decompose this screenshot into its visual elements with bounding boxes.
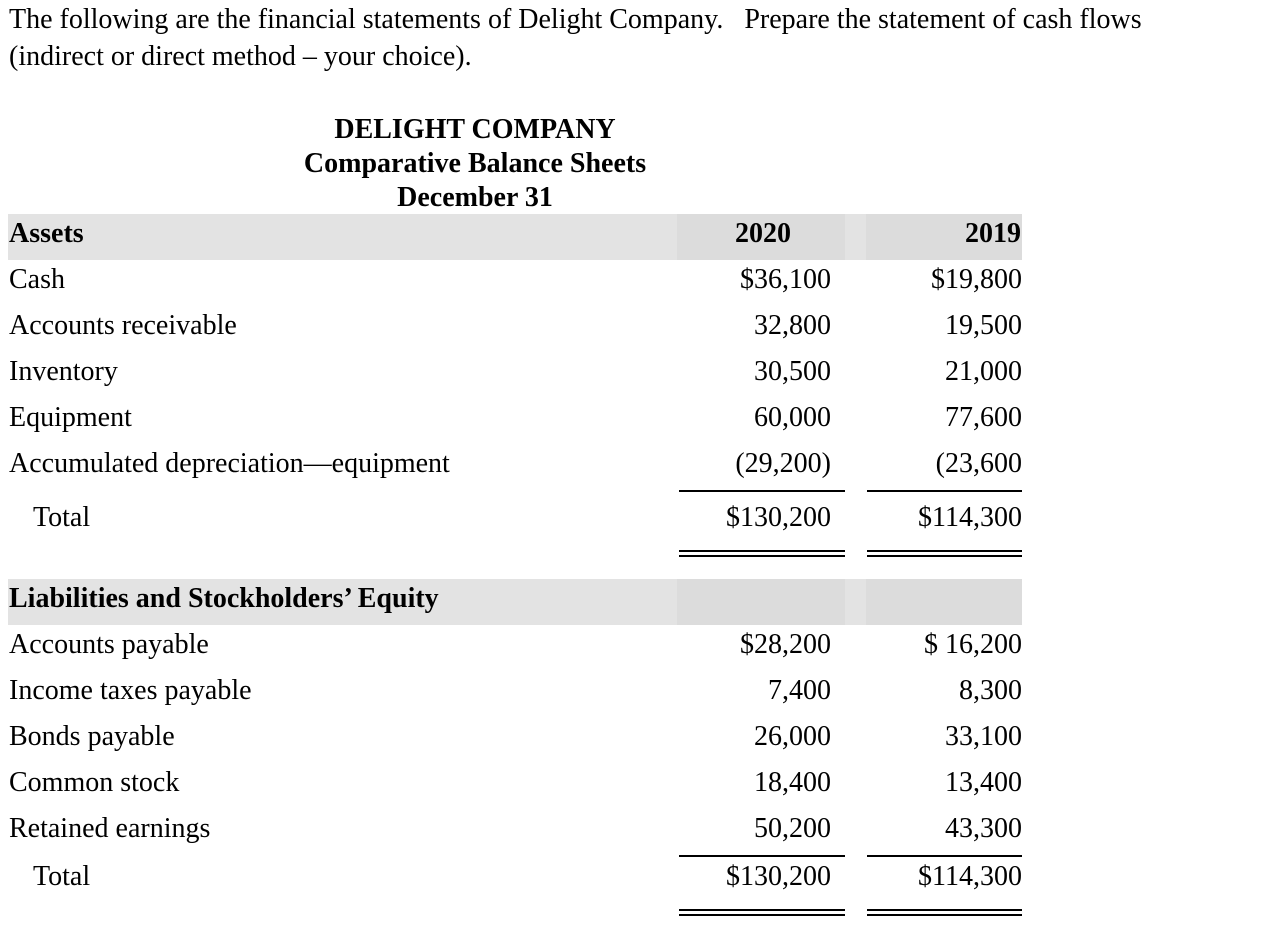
statement-heading: December 31: [397, 182, 553, 213]
column-band: [677, 214, 845, 260]
row-label: Inventory: [9, 356, 118, 387]
row-label: Cash: [9, 264, 65, 295]
column-heading: 2019: [965, 218, 1021, 249]
rule: [679, 855, 845, 857]
total-amount: $114,300: [918, 502, 1022, 533]
row-label: Retained earnings: [9, 813, 211, 844]
amount: (23,600: [935, 448, 1022, 479]
rule: [679, 490, 845, 492]
section-band: [8, 214, 1022, 260]
amount: 32,800: [754, 310, 831, 341]
total-label: Total: [33, 861, 91, 892]
rule: [867, 555, 1022, 557]
amount: 30,500: [754, 356, 831, 387]
rule: [679, 914, 845, 916]
total-label: Total: [33, 502, 91, 533]
statement-heading: DELIGHT COMPANY: [334, 114, 616, 145]
amount: 33,100: [945, 721, 1022, 752]
row-label: Accounts receivable: [9, 310, 237, 341]
row-label: Equipment: [9, 402, 132, 433]
amount: 26,000: [754, 721, 831, 752]
total-amount: $130,200: [726, 502, 831, 533]
amount: 7,400: [768, 675, 831, 706]
amount: 21,000: [945, 356, 1022, 387]
column-heading: 2020: [735, 218, 791, 249]
row-label: Income taxes payable: [9, 675, 252, 706]
row-label: Accounts payable: [9, 629, 209, 660]
amount: 19,500: [945, 310, 1022, 341]
amount: (29,200): [735, 448, 831, 479]
amount: $28,200: [740, 629, 831, 660]
amount: 18,400: [754, 767, 831, 798]
amount: 13,400: [945, 767, 1022, 798]
intro-line: (indirect or direct method – your choice…: [9, 41, 472, 72]
column-band: [866, 579, 1022, 625]
rule: [679, 555, 845, 557]
rule: [867, 914, 1022, 916]
amount: 50,200: [754, 813, 831, 844]
section-band: [8, 579, 1022, 625]
amount: 77,600: [945, 402, 1022, 433]
row-label: Accumulated depreciation—equipment: [9, 448, 450, 479]
amount: $36,100: [740, 264, 831, 295]
total-amount: $114,300: [918, 861, 1022, 892]
intro-line: The following are the financial statemen…: [9, 4, 1142, 35]
column-band: [866, 214, 1022, 260]
rule: [679, 909, 845, 911]
amount: 43,300: [945, 813, 1022, 844]
amount: 60,000: [754, 402, 831, 433]
rule: [867, 909, 1022, 911]
amount: 8,300: [959, 675, 1022, 706]
rule: [867, 855, 1022, 857]
row-label: Common stock: [9, 767, 180, 798]
amount: $19,800: [931, 264, 1022, 295]
rule: [867, 490, 1022, 492]
section-heading: Liabilities and Stockholders’ Equity: [9, 583, 439, 614]
statement-heading: Comparative Balance Sheets: [303, 148, 647, 179]
amount: $ 16,200: [924, 629, 1022, 660]
section-heading: Assets: [9, 218, 84, 249]
rule: [867, 550, 1022, 552]
row-label: Bonds payable: [9, 721, 175, 752]
column-band: [677, 579, 845, 625]
rule: [679, 550, 845, 552]
total-amount: $130,200: [726, 861, 831, 892]
